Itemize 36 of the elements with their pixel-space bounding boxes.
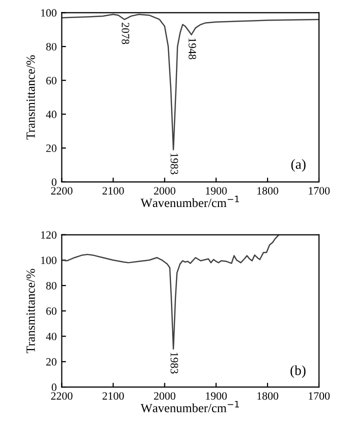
y-tick-label: 40 <box>46 332 56 340</box>
y-tick-label: 0 <box>52 384 56 392</box>
y-axis-title: Transmittance/% <box>26 268 35 354</box>
x-tick-label: 2200 <box>51 392 72 400</box>
annotation: 1983 <box>170 352 178 374</box>
y-tick-label: 120 <box>41 231 56 239</box>
annotation: 2078 <box>122 22 130 44</box>
y-tick-label: 80 <box>46 282 56 290</box>
y-axis-title: Transmittance/% <box>26 55 35 140</box>
x-tick-label: 1900 <box>206 392 227 400</box>
y-tick-label: 80 <box>46 42 56 50</box>
y-tick-label: 20 <box>46 358 56 366</box>
y-tick-label: 40 <box>46 110 56 118</box>
annotation: 1983 <box>170 153 178 174</box>
annotation: 1948 <box>188 38 196 60</box>
x-tick-label: 2200 <box>51 187 72 195</box>
x-axis-title: Wavenumber/cm$^{−1}$ <box>140 400 239 412</box>
annotation: (a) <box>291 159 306 172</box>
y-tick-label: 20 <box>46 144 56 152</box>
line-series <box>62 234 280 350</box>
x-tick-label: 1700 <box>308 187 330 195</box>
x-tick-label: 1800 <box>257 187 278 195</box>
y-tick-label: 100 <box>41 256 56 264</box>
y-tick-label: 60 <box>46 76 56 84</box>
y-tick-label: 100 <box>41 9 56 17</box>
y-tick-label: 60 <box>46 307 56 315</box>
x-tick-label: 1700 <box>308 392 330 400</box>
x-tick-label: 1800 <box>257 392 278 400</box>
x-tick-label: 2100 <box>102 392 124 400</box>
annotation: (b) <box>290 365 306 378</box>
x-axis-title: Wavenumber/cm$^{−1}$ <box>140 196 239 208</box>
x-tick-label: 2000 <box>154 187 176 195</box>
x-tick-label: 2000 <box>154 392 176 400</box>
x-tick-label: 1900 <box>206 187 227 195</box>
y-tick-label: 0 <box>52 178 56 186</box>
x-tick-label: 2100 <box>102 187 124 195</box>
